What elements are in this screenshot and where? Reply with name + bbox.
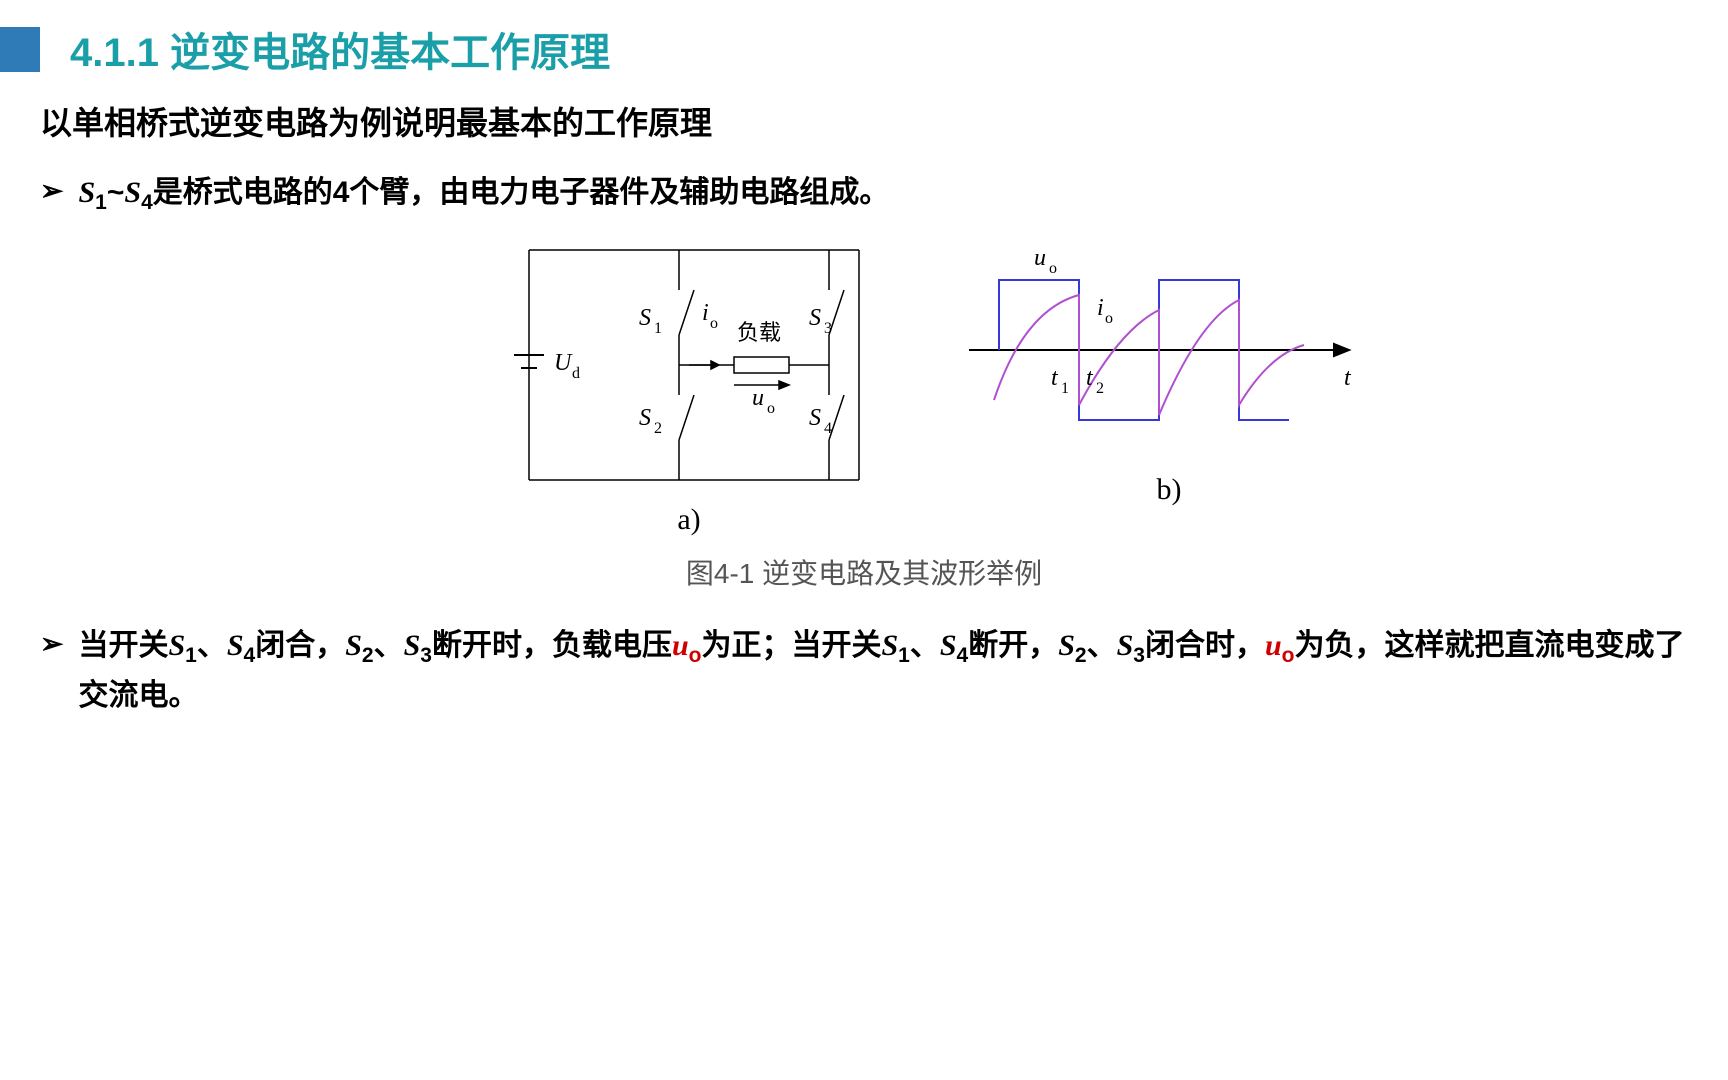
sub: 1: [898, 644, 910, 667]
sub: 1: [185, 644, 197, 667]
svg-text:o: o: [1049, 260, 1057, 277]
svg-text:u: u: [752, 385, 764, 411]
bullet-2-text: 当开关S1、S4闭合，S2、S3断开时，负载电压uo为正；当开关S1、S4断开，…: [78, 622, 1688, 721]
sub: 4: [244, 644, 256, 667]
bullet-1-text: S1~S4是桥式电路的4个臂，由电力电子器件及辅助电路组成。: [78, 169, 1688, 220]
bullet-marker-icon: ➢: [40, 169, 63, 214]
var: S: [404, 629, 421, 662]
var: S: [227, 629, 244, 662]
text: 当开关: [78, 629, 168, 662]
bullet-marker-icon: ➢: [40, 622, 63, 667]
svg-text:o: o: [767, 400, 775, 417]
sub: 3: [1133, 644, 1145, 667]
circuit-diagram: S1 S3 S2 S4 Ud io uo 负载: [509, 240, 869, 490]
var: S: [345, 629, 362, 662]
bullet-1: ➢ S1~S4是桥式电路的4个臂，由电力电子器件及辅助电路组成。: [40, 169, 1688, 220]
figure-label-b: b): [969, 473, 1369, 507]
figure-caption: 图4-1 逆变电路及其波形举例: [40, 552, 1688, 592]
content-area: 以单相桥式逆变电路为例说明最基本的工作原理 ➢ S1~S4是桥式电路的4个臂，由…: [0, 78, 1728, 720]
svg-text:2: 2: [654, 420, 662, 437]
var-red: u: [672, 629, 689, 662]
var: S: [1117, 629, 1134, 662]
var-s: S: [124, 176, 141, 209]
svg-text:t: t: [1086, 365, 1094, 391]
svg-text:负载: 负载: [737, 320, 781, 345]
svg-text:o: o: [1105, 310, 1113, 327]
subtitle: 以单相桥式逆变电路为例说明最基本的工作原理: [40, 98, 1688, 144]
text: 、: [910, 629, 940, 662]
svg-text:S: S: [639, 305, 651, 331]
title-bar: 4.1.1 逆变电路的基本工作原理: [0, 0, 1728, 78]
var-s: S: [78, 176, 95, 209]
var: S: [168, 629, 185, 662]
svg-text:4: 4: [824, 420, 832, 437]
svg-text:1: 1: [654, 320, 662, 337]
svg-text:2: 2: [1096, 380, 1104, 397]
text: ~: [107, 176, 125, 209]
svg-text:S: S: [809, 405, 821, 431]
text: 闭合，: [255, 629, 345, 662]
svg-text:i: i: [1097, 295, 1104, 321]
sub-red: o: [1282, 644, 1295, 667]
var-sub: 1: [95, 191, 107, 214]
var: S: [1058, 629, 1075, 662]
text: 闭合时，: [1145, 629, 1265, 662]
text: 是桥式电路的4个臂，由电力电子器件及辅助电路组成。: [153, 176, 890, 209]
figure-label-a: a): [509, 503, 869, 537]
svg-text:i: i: [702, 300, 709, 326]
svg-text:3: 3: [824, 320, 832, 337]
svg-text:1: 1: [1061, 380, 1069, 397]
figure-a-column: S1 S3 S2 S4 Ud io uo 负载 a): [509, 240, 869, 537]
text: 、: [1087, 629, 1117, 662]
var: S: [940, 629, 957, 662]
svg-text:S: S: [639, 405, 651, 431]
text: 、: [374, 629, 404, 662]
figure-area: S1 S3 S2 S4 Ud io uo 负载 a): [190, 240, 1688, 537]
section-title: 4.1.1 逆变电路的基本工作原理: [70, 20, 610, 78]
var-red: u: [1265, 629, 1282, 662]
svg-text:t: t: [1051, 365, 1059, 391]
svg-text:o: o: [710, 315, 718, 332]
text: 断开时，负载电压: [432, 629, 672, 662]
sub-red: o: [689, 644, 702, 667]
svg-text:S: S: [809, 305, 821, 331]
text: 为正；当开关: [701, 629, 881, 662]
waveform-diagram: uo io t t1 t2: [969, 240, 1369, 460]
sub: 2: [1075, 644, 1087, 667]
figure-b-column: uo io t t1 t2 b): [969, 240, 1369, 537]
sub: 2: [362, 644, 374, 667]
text: 断开，: [968, 629, 1058, 662]
sub: 4: [957, 644, 969, 667]
svg-text:U: U: [554, 350, 573, 376]
svg-text:t: t: [1344, 365, 1352, 391]
text: 、: [197, 629, 227, 662]
title-marker: [0, 27, 40, 72]
bullet-2: ➢ 当开关S1、S4闭合，S2、S3断开时，负载电压uo为正；当开关S1、S4断…: [40, 622, 1688, 721]
svg-text:u: u: [1034, 245, 1046, 271]
var: S: [881, 629, 898, 662]
svg-text:d: d: [572, 365, 580, 382]
sub: 3: [420, 644, 432, 667]
var-sub: 4: [141, 191, 153, 214]
